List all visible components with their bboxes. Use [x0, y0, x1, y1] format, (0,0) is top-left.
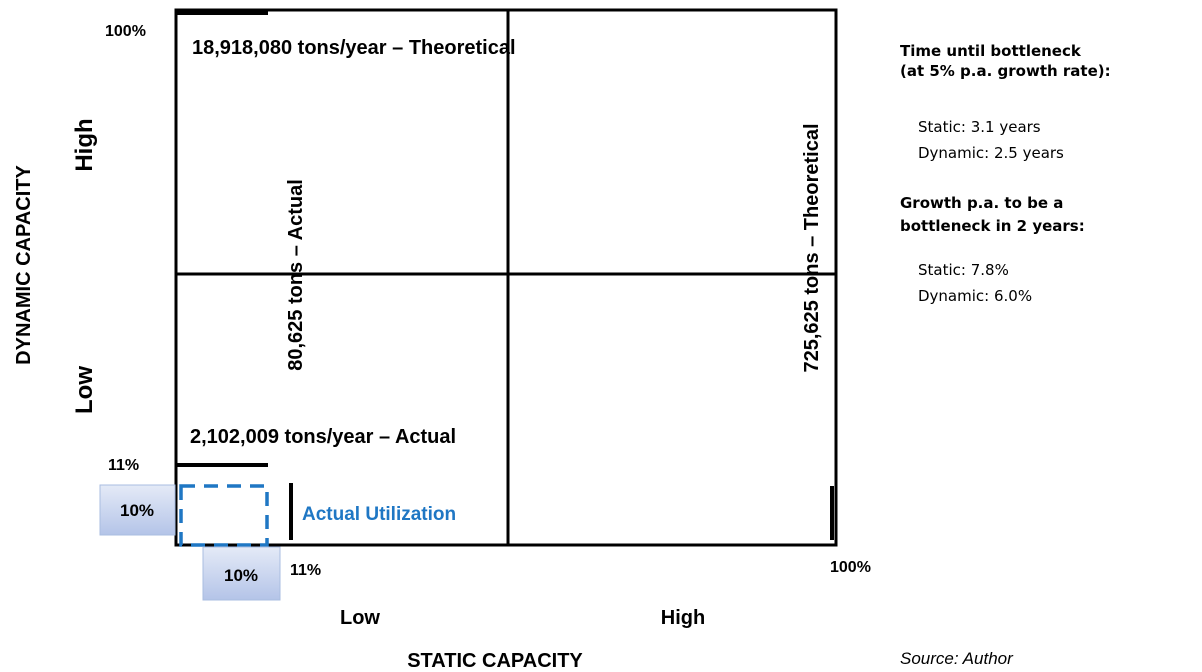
utilization-label: Actual Utilization [302, 504, 456, 525]
stat-line: Dynamic: 2.5 years [918, 144, 1064, 162]
y-top-label: 100% [105, 23, 146, 40]
y-title: DYNAMIC CAPACITY [13, 165, 35, 365]
x-actual-label: 10% [224, 566, 258, 585]
y-mark-label: 11% [108, 457, 139, 474]
heading: (at 5% p.a. growth rate): [900, 62, 1111, 80]
x-actual-box [202, 546, 281, 601]
x-high: High [661, 607, 705, 629]
source: Source: Author [900, 649, 1014, 668]
x-mark-label: 11% [290, 562, 321, 579]
y-actual-box [99, 484, 176, 536]
heading: bottleneck in 2 years: [900, 217, 1085, 235]
y-actual-label: 10% [120, 501, 154, 520]
capacity-markers [176, 11, 834, 540]
x-low: Low [340, 607, 380, 629]
label: 80,625 tons – Actual [285, 179, 307, 371]
heading: Time until bottleneck [900, 42, 1082, 60]
label: 18,918,080 tons/year – Theoretical [192, 37, 516, 59]
stat-line: Dynamic: 6.0% [918, 287, 1032, 305]
x-title: STATIC CAPACITY [407, 650, 583, 672]
stat-line: Static: 3.1 years [918, 118, 1041, 136]
x-end-label: 100% [830, 559, 871, 576]
heading: Growth p.a. to be a [900, 194, 1063, 212]
matrix-grid [174, 8, 838, 547]
label: 2,102,009 tons/year – Actual [190, 426, 456, 448]
y-low: Low [71, 366, 98, 414]
label: 725,625 tons – Theoretical [801, 123, 823, 372]
stat-line: Static: 7.8% [918, 261, 1009, 279]
utilization-box [179, 484, 269, 547]
y-high: High [71, 118, 98, 171]
